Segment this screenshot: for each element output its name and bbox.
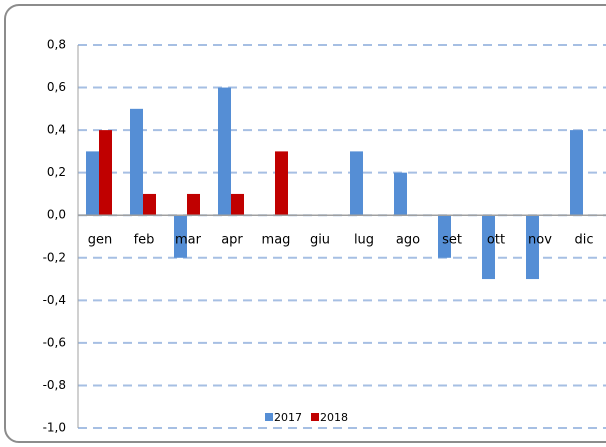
- y-tick-label: 0,8: [47, 38, 66, 52]
- x-tick-label: apr: [221, 233, 243, 248]
- x-tick-label: giu: [310, 233, 330, 248]
- y-tick-label: -0,2: [43, 250, 66, 264]
- legend-label: 2018: [320, 411, 348, 424]
- bar: [394, 172, 407, 216]
- bar: [187, 193, 200, 216]
- bar: [99, 130, 112, 216]
- x-tick-label: ago: [396, 233, 420, 248]
- x-tick-label: nov: [528, 233, 552, 248]
- bar: [275, 151, 288, 216]
- bar: [130, 108, 143, 216]
- x-tick-label: set: [442, 233, 462, 248]
- bar: [570, 130, 583, 216]
- x-tick-label: ott: [487, 233, 505, 248]
- legend-label: 2017: [274, 411, 302, 424]
- x-tick-label: mar: [175, 233, 202, 248]
- bar: [350, 151, 363, 216]
- legend-swatch: [265, 413, 273, 421]
- bar: [526, 215, 539, 280]
- y-tick-label: -0,6: [43, 335, 66, 349]
- x-tick-label: mag: [262, 233, 291, 248]
- chart-frame: [4, 4, 606, 443]
- bar: [482, 215, 495, 280]
- bar: [438, 215, 451, 258]
- x-tick-label: feb: [134, 233, 155, 248]
- x-tick-label: gen: [88, 233, 113, 248]
- bar: [231, 193, 244, 216]
- bar: [218, 87, 231, 216]
- bar: [86, 151, 99, 216]
- bar: [174, 215, 187, 258]
- y-tick-label: -0,4: [43, 293, 66, 307]
- y-tick-label: -0,8: [43, 378, 66, 392]
- x-tick-label: dic: [574, 233, 593, 248]
- y-tick-label: 0,2: [47, 165, 66, 179]
- legend-swatch: [311, 413, 319, 421]
- x-tick-label: lug: [354, 233, 374, 248]
- y-tick-label: 0,0: [47, 208, 66, 222]
- y-tick-label: -1,0: [43, 421, 66, 435]
- y-tick-label: 0,6: [47, 80, 66, 94]
- y-tick-label: 0,4: [47, 123, 66, 137]
- bar: [143, 193, 156, 216]
